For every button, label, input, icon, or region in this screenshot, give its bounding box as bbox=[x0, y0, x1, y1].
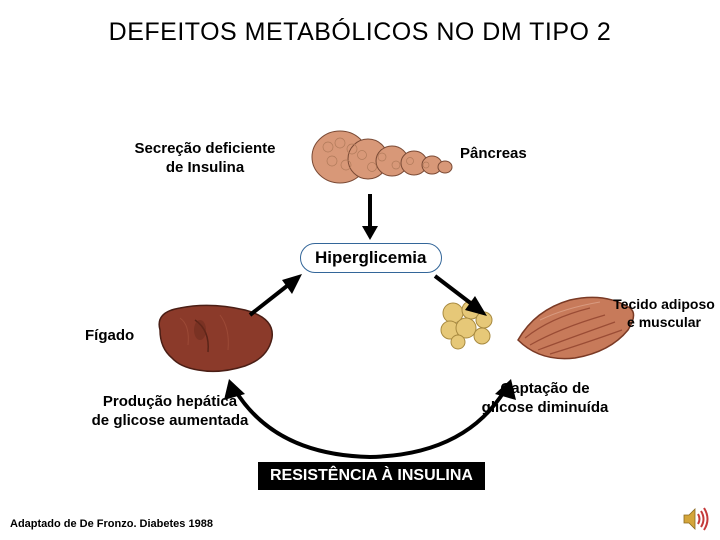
arrow-bottom-curve bbox=[215, 375, 525, 470]
arrow-center-to-tissue bbox=[425, 268, 495, 323]
central-hiperglicemia: Hiperglicemia bbox=[300, 243, 442, 273]
label-secrecao-text: Secreção deficiente de Insulina bbox=[135, 140, 276, 176]
pancreas-illustration bbox=[310, 125, 460, 195]
banner-resistencia: RESISTÊNCIA À INSULINA bbox=[258, 462, 485, 490]
page-title: DEFEITOS METABÓLICOS NO DM TIPO 2 bbox=[0, 18, 720, 47]
label-figado: Fígado bbox=[85, 327, 134, 346]
label-pancreas: Pâncreas bbox=[460, 145, 527, 164]
label-secrecao: Secreção deficiente de Insulina bbox=[105, 140, 305, 178]
arrow-liver-to-center bbox=[242, 268, 312, 323]
label-tecido-adiposo-text: Tecido adiposo e muscular bbox=[613, 296, 715, 330]
label-tecido-adiposo: Tecido adiposo e muscular bbox=[605, 296, 720, 331]
speaker-icon bbox=[682, 506, 710, 532]
arrow-pancreas-to-center bbox=[355, 192, 385, 242]
footnote-citation: Adaptado de De Fronzo. Diabetes 1988 bbox=[10, 518, 213, 530]
